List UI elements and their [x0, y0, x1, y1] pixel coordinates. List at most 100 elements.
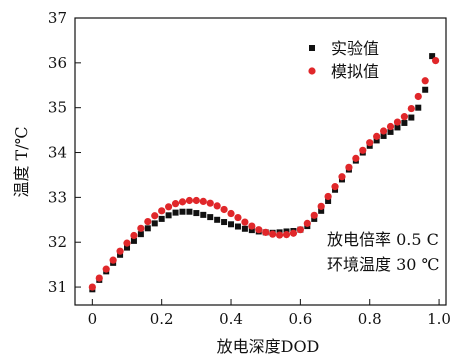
- y-tick-label: 32: [48, 233, 67, 251]
- data-point-circle: [393, 118, 402, 126]
- legend-marker-circle: [308, 67, 316, 75]
- data-point-circle: [262, 228, 270, 236]
- data-point-square: [186, 208, 193, 215]
- data-point-circle: [366, 139, 374, 147]
- data-point-circle: [373, 132, 381, 140]
- data-point-circle: [352, 154, 360, 162]
- data-point-square: [415, 104, 422, 111]
- data-point-square: [429, 53, 436, 60]
- data-point-circle: [137, 224, 145, 232]
- x-tick-label: 0.2: [150, 310, 174, 328]
- data-point-circle: [303, 219, 311, 227]
- data-point-circle: [296, 226, 304, 234]
- data-point-circle: [289, 229, 298, 237]
- data-point-circle: [165, 203, 173, 211]
- data-point-circle: [400, 113, 408, 121]
- data-point-square: [158, 215, 165, 222]
- data-point-circle: [331, 183, 339, 191]
- data-point-circle: [282, 230, 291, 239]
- data-points-layer: [88, 53, 440, 293]
- x-tick-label: 0.8: [358, 310, 382, 328]
- data-point-square: [234, 223, 241, 230]
- data-point-square: [401, 119, 408, 126]
- data-point-circle: [206, 199, 214, 207]
- y-tick-label: 36: [48, 54, 67, 72]
- legend-label: 实验值: [331, 39, 379, 58]
- data-point-square: [228, 221, 235, 228]
- data-point-circle: [379, 127, 388, 135]
- data-point-circle: [414, 92, 422, 101]
- data-point-circle: [275, 231, 284, 239]
- data-point-square: [248, 227, 255, 234]
- data-point-circle: [255, 226, 263, 234]
- data-point-circle: [227, 209, 235, 218]
- data-point-square: [394, 124, 401, 131]
- data-point-square: [130, 237, 137, 244]
- data-point-circle: [130, 231, 138, 240]
- data-point-circle: [199, 197, 207, 206]
- data-point-circle: [220, 205, 228, 214]
- data-point-square: [151, 220, 158, 227]
- annotation-text: 放电倍率 0.5 C: [327, 230, 439, 249]
- data-point-square: [200, 211, 207, 218]
- data-point-circle: [144, 217, 152, 226]
- data-point-circle: [338, 173, 346, 181]
- series-2: [88, 57, 440, 291]
- data-point-circle: [158, 207, 166, 215]
- data-point-circle: [317, 202, 325, 210]
- data-point-circle: [123, 239, 131, 247]
- data-point-circle: [109, 256, 117, 264]
- data-point-circle: [213, 202, 221, 210]
- data-point-circle: [241, 218, 249, 226]
- data-point-square: [165, 212, 172, 219]
- data-point-square: [214, 216, 221, 223]
- y-tick-label: 35: [48, 99, 67, 117]
- data-point-square: [193, 210, 200, 217]
- legend-marker-square: [309, 45, 315, 51]
- x-tick-label: 1.0: [427, 310, 451, 328]
- y-tick-label: 34: [48, 144, 67, 162]
- x-tick-label: 0.4: [219, 310, 243, 328]
- data-point-square: [387, 128, 394, 135]
- data-point-circle: [192, 196, 200, 205]
- data-point-circle: [248, 222, 256, 230]
- data-point-square: [124, 244, 131, 251]
- x-tick-label: 0: [88, 310, 98, 328]
- data-point-circle: [151, 212, 159, 220]
- data-point-circle: [102, 265, 110, 273]
- data-point-circle: [407, 104, 415, 113]
- data-point-square: [241, 225, 248, 232]
- data-point-square: [408, 114, 415, 121]
- axis-ticks-layer: 0 0.2 0.4 0.6 0.8 1.0 31 32 33 34 35 36 37: [48, 9, 451, 328]
- data-point-circle: [234, 213, 242, 222]
- data-point-circle: [95, 274, 103, 282]
- y-axis-label: 温度 T/℃: [12, 126, 31, 197]
- data-point-square: [422, 86, 429, 93]
- data-point-circle: [324, 192, 332, 201]
- data-point-square: [318, 207, 325, 214]
- annotation-text: 环境温度 30 ℃: [327, 255, 439, 274]
- y-tick-label: 33: [48, 188, 67, 206]
- annotations: 放电倍率 0.5 C 环境温度 30 ℃: [327, 230, 439, 274]
- data-point-square: [144, 225, 151, 232]
- data-point-square: [172, 209, 179, 216]
- data-point-square: [179, 208, 186, 215]
- data-point-circle: [88, 283, 96, 291]
- data-point-circle: [421, 77, 429, 85]
- data-point-circle: [310, 211, 318, 219]
- x-axis-label: 放电深度DOD: [217, 337, 320, 356]
- data-point-circle: [359, 146, 367, 154]
- x-tick-label: 0.6: [288, 310, 312, 328]
- data-point-square: [137, 231, 144, 238]
- data-point-circle: [185, 196, 194, 205]
- data-point-circle: [431, 57, 440, 65]
- data-point-square: [373, 137, 380, 144]
- data-point-circle: [116, 247, 124, 255]
- data-point-circle: [269, 230, 277, 238]
- data-point-square: [380, 132, 387, 139]
- y-tick-label: 37: [48, 9, 67, 27]
- y-tick-label: 31: [48, 278, 67, 296]
